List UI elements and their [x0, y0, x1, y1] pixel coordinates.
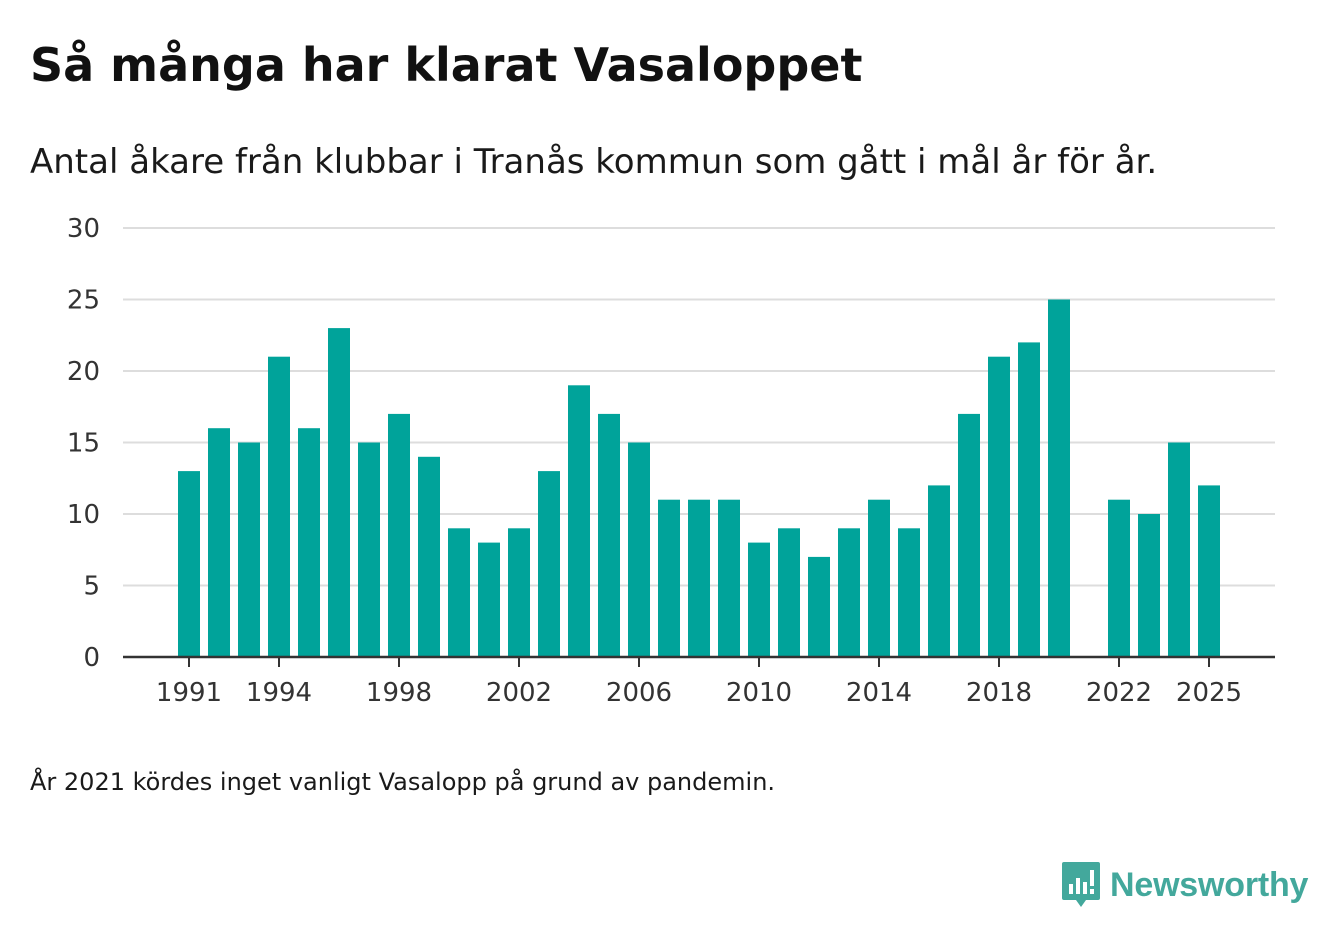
y-tick-label-20: 20 [67, 357, 100, 387]
bar-2001[interactable]: 2001: 8 [478, 542, 500, 657]
bar-1997[interactable]: 1997: 15 [358, 442, 380, 658]
bar-2020[interactable]: 2020: 25 [1048, 299, 1070, 658]
bar-2003[interactable]: 2003: 13 [538, 471, 560, 657]
bar-1992[interactable]: 1992: 16 [208, 428, 230, 657]
bar-1996[interactable]: 1996: 23 [328, 328, 350, 657]
bar-1995[interactable]: 1995: 16 [298, 428, 320, 657]
chart-subtitle: Antal åkare från klubbar i Tranås kommun… [30, 142, 1158, 182]
x-tick-label-1994: 1994 [246, 678, 312, 708]
bar-1999[interactable]: 1999: 14 [418, 456, 440, 657]
bar-2023[interactable]: 2023: 10 [1138, 514, 1160, 657]
bar-1991[interactable]: 1991: 13 [178, 471, 200, 657]
y-tick-label-15: 15 [67, 429, 100, 459]
bar-1994[interactable]: 1994: 21 [268, 356, 290, 657]
bar-2000[interactable]: 2000: 9 [448, 528, 470, 657]
y-tick-label-5: 5 [83, 572, 100, 602]
bars: 1991: 13 1992: 16 1993: 15 1994: 21 1995: 16… [178, 299, 1220, 658]
bar-2008[interactable]: 2008: 11 [688, 499, 710, 657]
brand-logo[interactable]: Newsworthy [1060, 860, 1308, 910]
bar-2018[interactable]: 2018: 21 [988, 356, 1010, 657]
x-tick-label-2010: 2010 [726, 678, 792, 708]
x-tick-label-2014: 2014 [846, 678, 912, 708]
bar-2005[interactable]: 2005: 17 [598, 413, 620, 657]
x-axis-ticks: 1991 1994 1998 2002 2006 2010 2014 2018 2022 2025 [156, 657, 1242, 708]
footnote: År 2021 kördes inget vanligt Vasalopp på… [30, 768, 776, 796]
bar-2017[interactable]: 2017: 17 [958, 413, 980, 657]
bar-2010[interactable]: 2010: 8 [748, 542, 770, 657]
bar-2014[interactable]: 2014: 11 [868, 499, 890, 657]
x-tick-label-2018: 2018 [966, 678, 1032, 708]
bar-2025[interactable]: 2025: 12 [1198, 485, 1220, 657]
x-tick-label-2002: 2002 [486, 678, 552, 708]
newsworthy-logo-icon [1062, 862, 1100, 907]
x-tick-label-1991: 1991 [156, 678, 222, 708]
y-axis-ticks: 0 5 10 15 20 25 30 [67, 214, 100, 673]
y-tick-label-10: 10 [67, 500, 100, 530]
bar-1998[interactable]: 1998: 17 [388, 413, 410, 657]
x-tick-label-2022: 2022 [1086, 678, 1152, 708]
bar-2006[interactable]: 2006: 15 [628, 442, 650, 658]
bar-2019[interactable]: 2019: 22 [1018, 342, 1040, 657]
bar-2007[interactable]: 2007: 11 [658, 499, 680, 657]
bar-2013[interactable]: 2013: 9 [838, 528, 860, 657]
bar-2012[interactable]: 2012: 7 [808, 556, 830, 657]
bar-2022[interactable]: 2022: 11 [1108, 499, 1130, 657]
x-tick-label-1998: 1998 [366, 678, 432, 708]
bar-2002[interactable]: 2002: 9 [508, 528, 530, 657]
bar-1993[interactable]: 1993: 15 [238, 442, 260, 658]
brand-name: Newsworthy [1110, 865, 1309, 904]
y-tick-label-25: 25 [67, 286, 100, 316]
x-tick-label-2006: 2006 [606, 678, 672, 708]
x-tick-label-2025: 2025 [1176, 678, 1242, 708]
bar-2009[interactable]: 2009: 11 [718, 499, 740, 657]
bar-2024[interactable]: 2024: 15 [1168, 442, 1190, 658]
bar-2011[interactable]: 2011: 9 [778, 528, 800, 657]
bar-2015[interactable]: 2015: 9 [898, 528, 920, 657]
y-tick-label-30: 30 [67, 214, 100, 244]
bar-2004[interactable]: 2004: 19 [568, 385, 590, 657]
chart-title: Så många har klarat Vasaloppet [30, 38, 863, 92]
y-tick-label-0: 0 [83, 643, 100, 673]
bar-2016[interactable]: 2016: 12 [928, 485, 950, 657]
